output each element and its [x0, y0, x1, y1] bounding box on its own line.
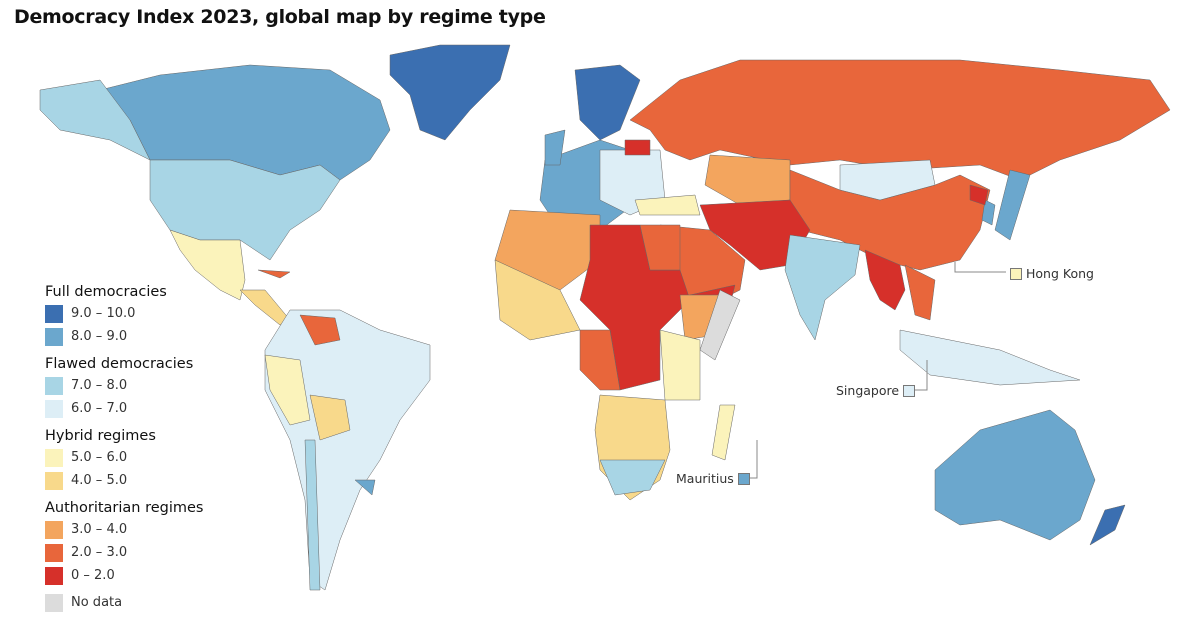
region-central-america	[239, 289, 291, 326]
callout-mauritius: Mauritius	[676, 471, 754, 486]
region-central-africa	[579, 329, 621, 391]
region-japan	[994, 169, 1031, 241]
callout-leader-line	[910, 360, 928, 391]
region-south-africa	[599, 459, 666, 496]
legend-swatch	[45, 566, 63, 585]
legend-item: 9.0 – 10.0	[45, 302, 204, 325]
region-canada	[99, 64, 391, 181]
hong-kong-label: Hong Kong	[1026, 266, 1094, 281]
legend-group-title: Flawed democracies	[45, 356, 194, 372]
legend-label: 5.0 – 6.0	[71, 450, 128, 465]
legend-label: 2.0 – 3.0	[71, 545, 128, 560]
mauritius-swatch	[737, 472, 750, 485]
region-south-america	[264, 309, 431, 591]
legend-label: 4.0 – 5.0	[71, 473, 128, 488]
legend-swatch	[45, 327, 63, 346]
region-indonesia	[899, 329, 1081, 386]
legend-item: 0 – 2.0	[45, 564, 204, 587]
legend-item: 2.0 – 3.0	[45, 541, 204, 564]
legend-item: 3.0 – 4.0	[45, 518, 204, 541]
region-north-korea	[969, 184, 989, 206]
region-somalia	[699, 289, 741, 361]
region-belarus	[624, 139, 651, 156]
region-uruguay	[354, 479, 376, 496]
map-title: Democracy Index 2023, global map by regi…	[14, 6, 546, 28]
region-turkey	[634, 194, 701, 216]
callout-leader-line	[954, 262, 1006, 273]
region-uk	[544, 129, 566, 166]
region-russia	[629, 59, 1171, 181]
region-india	[784, 234, 861, 341]
legend-label: 7.0 – 8.0	[71, 378, 128, 393]
region-alaska	[39, 79, 151, 161]
region-bolivia	[309, 394, 351, 441]
region-nordics	[574, 64, 641, 141]
region-chile	[304, 439, 321, 591]
callout-hong-kong: Hong Kong	[1006, 266, 1094, 281]
singapore-label: Singapore	[836, 383, 900, 398]
legend-swatch	[45, 471, 63, 490]
legend-label: 6.0 – 7.0	[71, 401, 128, 416]
region-mexico	[169, 229, 246, 301]
legend-swatch	[45, 448, 63, 467]
region-madagascar	[711, 404, 736, 461]
legend-item: 5.0 – 6.0	[45, 446, 204, 469]
legend-item: 6.0 – 7.0	[45, 397, 204, 420]
hong-kong-swatch	[1010, 267, 1022, 280]
legend-label: 0 – 2.0	[71, 568, 115, 583]
singapore-swatch	[903, 384, 916, 397]
region-mongolia	[839, 159, 936, 201]
region-west-africa	[494, 259, 581, 341]
region-egypt	[639, 224, 681, 271]
legend-item: 7.0 – 8.0	[45, 374, 204, 397]
callout-singapore: Singapore	[836, 383, 919, 398]
region-peru	[264, 354, 311, 426]
legend-swatch	[45, 304, 63, 323]
legend-swatch	[45, 593, 63, 612]
legend-swatch	[45, 520, 63, 539]
region-indochina	[904, 264, 936, 321]
legend-item-no-data: No data	[45, 591, 204, 614]
region-greenland	[389, 44, 511, 141]
region-venezuela	[299, 314, 341, 346]
legend-swatch	[45, 376, 63, 395]
region-new-zealand	[1089, 504, 1126, 546]
legend: Full democracies 9.0 – 10.0 8.0 – 9.0 Flawe…	[45, 276, 204, 614]
legend-label: 9.0 – 10.0	[71, 306, 136, 321]
legend-label: 8.0 – 9.0	[71, 329, 128, 344]
legend-group-title: Full democracies	[45, 284, 167, 300]
legend-swatch	[45, 543, 63, 562]
region-iran-afghanistan	[699, 199, 811, 271]
legend-item: 4.0 – 5.0	[45, 469, 204, 492]
legend-item: 8.0 – 9.0	[45, 325, 204, 348]
region-australia	[934, 409, 1096, 541]
region-south-korea	[981, 199, 996, 226]
region-kazakhstan	[704, 154, 791, 206]
mauritius-label: Mauritius	[676, 471, 734, 486]
legend-swatch	[45, 399, 63, 418]
legend-group-title: Authoritarian regimes	[45, 500, 204, 516]
region-myanmar	[864, 249, 906, 311]
legend-label: No data	[71, 595, 123, 610]
legend-label: 3.0 – 4.0	[71, 522, 128, 537]
region-east-africa	[659, 329, 701, 401]
region-cuba	[257, 269, 291, 279]
legend-group-title: Hybrid regimes	[45, 428, 156, 444]
